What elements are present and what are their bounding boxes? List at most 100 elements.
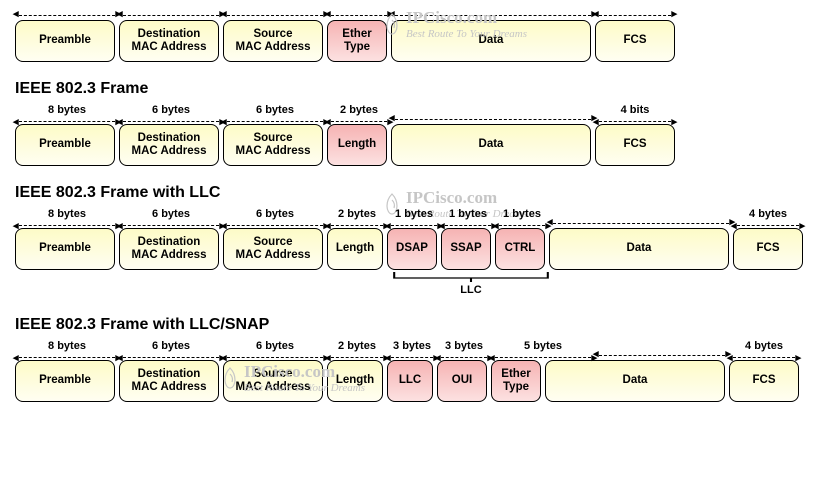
size-label: 4 bytes ◂▸ <box>733 208 803 228</box>
frame-field: FCS <box>729 360 799 402</box>
size-label: 3 bytes ◂▸ <box>387 340 437 360</box>
size-label: 4 bytes ◂▸ <box>729 340 799 360</box>
size-text: 8 bytes <box>48 208 86 220</box>
frame-field: SourceMAC Address <box>223 228 323 270</box>
size-label: 6 bytes ◂▸ <box>119 340 223 360</box>
size-text: 4 bits <box>621 104 650 116</box>
size-text: 6 bytes <box>152 340 190 352</box>
fields-row: PreambleDestinationMAC AddressSourceMAC … <box>15 360 820 402</box>
size-label: 2 bytes ◂▸ <box>327 104 391 124</box>
sizes-row: 8 bytes ◂▸ 6 bytes ◂▸ 6 bytes ◂▸ 2 bytes… <box>15 104 820 124</box>
frame-field: DestinationMAC Address <box>119 360 219 402</box>
size-label: 1 bytes ◂▸ <box>387 208 441 228</box>
dimension-arrow: ◂▸ <box>119 10 223 20</box>
dimension-arrow: ◂▸ <box>387 354 437 360</box>
dimension-arrow: ◂▸ <box>495 222 549 228</box>
size-text: 6 bytes <box>256 208 294 220</box>
frame-field: DestinationMAC Address <box>119 228 219 270</box>
frame-field: Preamble <box>15 124 115 166</box>
size-text: 1 bytes <box>449 208 487 220</box>
size-label: 2 bytes ◂▸ <box>327 340 387 360</box>
frame-field: SSAP <box>441 228 491 270</box>
size-label: 5 bytes ◂▸ <box>491 340 595 360</box>
size-text: 8 bytes <box>48 340 86 352</box>
dimension-arrow: ◂▸ <box>595 350 729 360</box>
frame-field: EtherType <box>491 360 541 402</box>
frame-field: DestinationMAC Address <box>119 124 219 166</box>
size-label: 6 bytes ◂▸ <box>223 104 327 124</box>
size-label: 6 bytes ◂▸ <box>119 104 223 124</box>
frame-field: Preamble <box>15 20 115 62</box>
fields-row: PreambleDestinationMAC AddressSourceMAC … <box>15 124 820 166</box>
size-text: 6 bytes <box>152 208 190 220</box>
frame-field: EtherType <box>327 20 387 62</box>
dimension-arrow: ◂▸ <box>223 222 327 228</box>
dimension-arrow: ◂▸ <box>223 10 327 20</box>
dimension-arrow: ◂▸ <box>119 222 223 228</box>
frame-field: SourceMAC Address <box>223 360 323 402</box>
frame-section: IEEE 802.3 Frame with LLC 8 bytes ◂▸ 6 b… <box>15 184 820 298</box>
size-text: 8 bytes <box>48 104 86 116</box>
size-label: ◂▸ <box>595 0 675 20</box>
frame-field: SourceMAC Address <box>223 20 323 62</box>
size-text: 1 bytes <box>503 208 541 220</box>
dimension-arrow: ◂▸ <box>491 354 595 360</box>
dimension-arrow: ◂▸ <box>391 114 595 124</box>
size-label: 4 bits ◂▸ <box>595 104 675 124</box>
size-text: 2 bytes <box>338 208 376 220</box>
frame-title: IEEE 802.3 Frame with LLC/SNAP <box>15 316 820 334</box>
size-label: 6 bytes ◂▸ <box>223 208 327 228</box>
frame-field: SourceMAC Address <box>223 124 323 166</box>
size-label: ◂▸ <box>549 208 733 228</box>
frame-field: Data <box>549 228 729 270</box>
dimension-arrow: ◂▸ <box>15 222 119 228</box>
frame-section: IEEE 802.3 Frame with LLC/SNAP 8 bytes ◂… <box>15 316 820 402</box>
frame-field: LLC <box>387 360 433 402</box>
dimension-arrow: ◂▸ <box>15 10 119 20</box>
dimension-arrow: ◂▸ <box>387 222 441 228</box>
dimension-arrow: ◂▸ <box>119 118 223 124</box>
llc-bracket-row: LLC <box>15 270 820 298</box>
frame-title: IEEE 802.3 Frame with LLC <box>15 184 820 202</box>
dimension-arrow: ◂▸ <box>733 222 803 228</box>
frame-field: FCS <box>595 20 675 62</box>
size-label: 1 bytes ◂▸ <box>495 208 549 228</box>
dimension-arrow: ◂▸ <box>595 10 675 20</box>
frame-field: Preamble <box>15 228 115 270</box>
dimension-arrow: ◂▸ <box>327 118 391 124</box>
frame-field: FCS <box>733 228 803 270</box>
size-label: ◂▸ <box>119 0 223 20</box>
dimension-arrow: ◂▸ <box>441 222 495 228</box>
size-label: 8 bytes ◂▸ <box>15 104 119 124</box>
frame-field: FCS <box>595 124 675 166</box>
size-label: 6 bytes ◂▸ <box>223 340 327 360</box>
frame-field: DSAP <box>387 228 437 270</box>
frame-section: IEEE 802.3 Frame 8 bytes ◂▸ 6 bytes ◂▸ 6… <box>15 80 820 166</box>
size-label: 2 bytes ◂▸ <box>327 208 387 228</box>
dimension-arrow: ◂▸ <box>391 10 595 20</box>
frame-field: Data <box>545 360 725 402</box>
size-label: 8 bytes ◂▸ <box>15 208 119 228</box>
sizes-row: ◂▸ ◂▸ ◂▸ ◂▸ ◂▸ ◂▸ <box>15 0 820 20</box>
size-label: ◂▸ <box>15 0 119 20</box>
size-text: 6 bytes <box>256 340 294 352</box>
dimension-arrow: ◂▸ <box>15 118 119 124</box>
llc-label: LLC <box>460 284 481 296</box>
frame-field: CTRL <box>495 228 545 270</box>
size-text: 4 bytes <box>745 340 783 352</box>
fields-row: PreambleDestinationMAC AddressSourceMAC … <box>15 20 820 62</box>
size-label: ◂▸ <box>595 340 729 360</box>
size-text: 2 bytes <box>338 340 376 352</box>
size-label: ◂▸ <box>391 104 595 124</box>
size-text: 6 bytes <box>152 104 190 116</box>
size-text: 2 bytes <box>340 104 378 116</box>
frame-field: Data <box>391 20 591 62</box>
frame-title: IEEE 802.3 Frame <box>15 80 820 98</box>
dimension-arrow: ◂▸ <box>15 354 119 360</box>
size-label: ◂▸ <box>391 0 595 20</box>
size-label: 8 bytes ◂▸ <box>15 340 119 360</box>
llc-bracket: LLC <box>391 270 551 298</box>
dimension-arrow: ◂▸ <box>437 354 491 360</box>
size-text: 4 bytes <box>749 208 787 220</box>
size-label: 6 bytes ◂▸ <box>119 208 223 228</box>
